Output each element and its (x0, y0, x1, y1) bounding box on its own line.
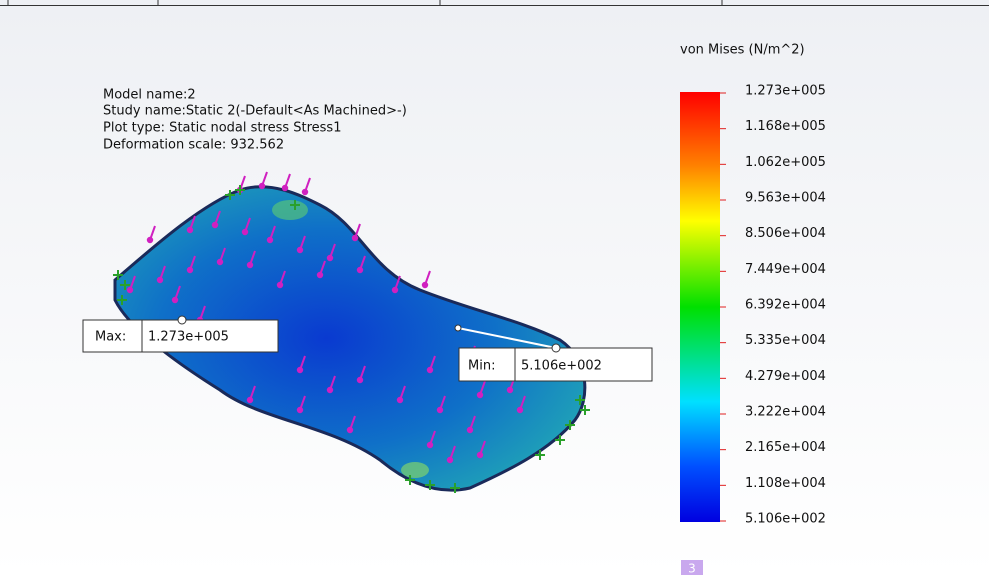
badge-text: 3 (688, 562, 696, 576)
load-arrow-head (353, 236, 357, 240)
scale-label: 4.279e+004 (745, 369, 826, 384)
load-arrow-head (298, 248, 302, 252)
load-arrow-head (248, 398, 252, 402)
scale-label: 7.449e+004 (745, 262, 826, 277)
load-arrow-head (243, 230, 247, 234)
load-arrow-head (508, 388, 512, 392)
scale-label: 5.335e+004 (745, 333, 826, 348)
max-callout: Max: 1.273e+005 (83, 316, 278, 352)
max-label: Max: (95, 330, 126, 345)
scale-label: 1.168e+005 (745, 119, 826, 134)
min-value: 5.106e+002 (521, 359, 602, 374)
badge: 3 (681, 560, 703, 575)
scale-label: 2.165e+004 (745, 440, 826, 455)
load-arrow-head (448, 458, 452, 462)
scale-label: 1.108e+004 (745, 476, 826, 491)
scale-label: 9.563e+004 (745, 191, 826, 206)
scale-label: 8.506e+004 (745, 226, 826, 241)
plot-type: Plot type: Static nodal stress Stress1 (103, 121, 341, 136)
scale-label: 6.392e+004 (745, 298, 826, 313)
load-arrow-head (188, 228, 192, 232)
load-arrow-head (398, 398, 402, 402)
load-arrow-head (158, 278, 162, 282)
load-arrow-head (518, 408, 522, 412)
load-arrow-head (260, 184, 264, 188)
load-arrow-head (278, 283, 282, 287)
scale-bar (680, 92, 720, 522)
load-arrow-head (328, 256, 332, 260)
load-arrow-head (283, 186, 287, 190)
screenshot: Model name:2 Study name:Static 2(-Defaul… (0, 0, 989, 575)
load-arrow-head (358, 378, 362, 382)
load-arrow-head (438, 408, 442, 412)
load-arrow-head (148, 238, 152, 242)
scale-label: 1.273e+005 (745, 84, 826, 99)
load-arrow-head (248, 263, 252, 267)
scale-label: 5.106e+002 (745, 512, 826, 527)
scale-label: 3.222e+004 (745, 405, 826, 420)
load-arrow-head (213, 223, 217, 227)
load-arrow-head (468, 428, 472, 432)
scale-label: 1.062e+005 (745, 155, 826, 170)
load-arrow-head (423, 283, 427, 287)
load-arrow-head (393, 288, 397, 292)
deformation-scale: Deformation scale: 932.562 (103, 138, 284, 153)
load-arrow-head (428, 443, 432, 447)
legend-title: von Mises (N/m^2) (680, 43, 805, 58)
load-arrow-head (128, 288, 132, 292)
model-name: Model name:2 (103, 88, 196, 103)
load-arrow-head (358, 268, 362, 272)
load-arrow-head (348, 428, 352, 432)
load-arrow-head (478, 453, 482, 457)
load-arrow-head (478, 393, 482, 397)
load-arrow-head (173, 298, 177, 302)
load-arrow-head (328, 388, 332, 392)
load-arrow-head (298, 368, 302, 372)
load-arrow-head (428, 368, 432, 372)
load-arrow-head (188, 268, 192, 272)
load-arrow-head (303, 190, 307, 194)
max-value: 1.273e+005 (148, 330, 229, 345)
load-arrow-head (218, 260, 222, 264)
load-arrow-head (298, 408, 302, 412)
study-name: Study name:Static 2(-Default<As Machined… (103, 104, 407, 119)
min-label: Min: (468, 359, 495, 374)
load-arrow-head (318, 273, 322, 277)
load-arrow-head (268, 238, 272, 242)
